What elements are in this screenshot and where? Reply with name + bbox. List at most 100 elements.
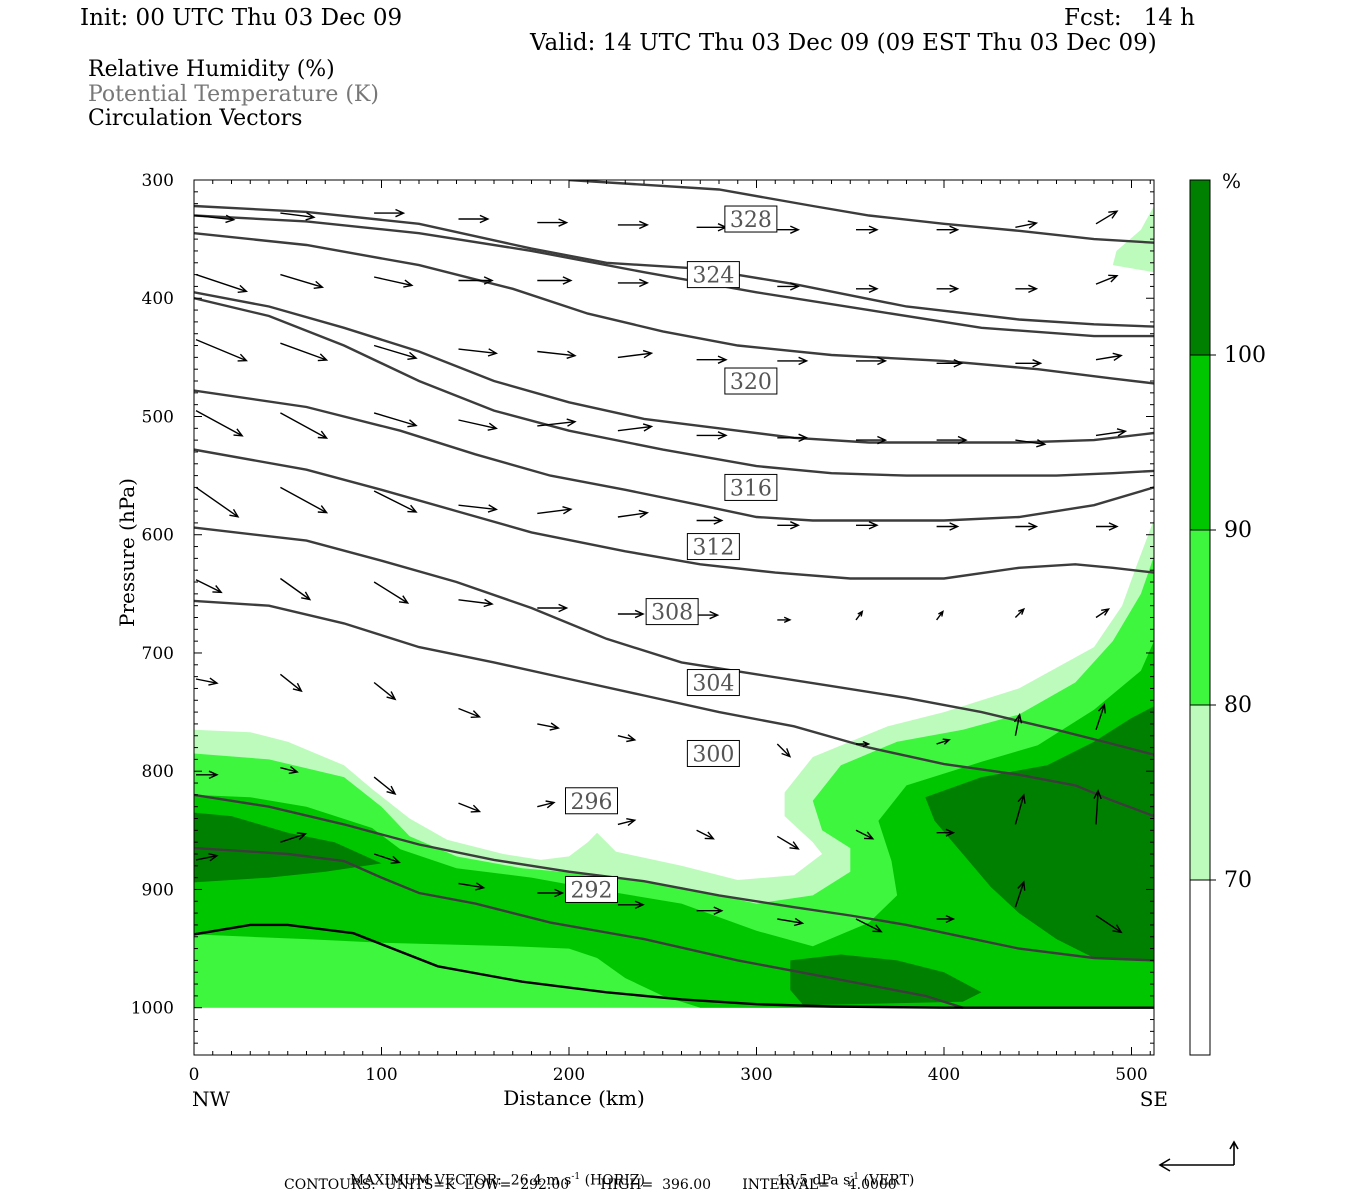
vector-arrow-path [617,278,650,288]
max-vector-text: MAXIMUM VECTOR: 26.4 m s-1 (HORIZ) [341,1159,645,1188]
vector-arrow-89 [617,818,637,827]
vector-arrow-path [537,603,569,613]
vector-arrow-4 [537,218,569,227]
rh-region-100-5 [925,706,1154,961]
y-tick-label-700: 700 [142,644,174,664]
valid-time: Valid: 14 UTC Thu 03 Dec 09 (09 EST Thu … [530,30,1157,56]
contour-label-box-304 [686,669,740,697]
colorbar-band-100 [1189,179,1211,356]
contour-label-box-324 [686,261,740,289]
vector-arrow-28 [537,350,577,359]
vector-arrow-47 [1095,428,1128,437]
theta-contour-320 [194,291,1154,444]
vector-arrow-path [856,225,879,234]
vector-arrow-path [617,609,645,619]
y-tick-label-1000: 1000 [131,999,174,1019]
rh-region-70-1 [1112,206,1154,273]
y-tick-label-500: 500 [142,407,174,427]
vector-arrow-path [1095,608,1111,619]
vector-arrow-path [458,276,494,285]
vector-arrow-24 [195,338,248,362]
vector-arrow-31 [777,356,809,366]
vector-arrow-path [1014,880,1026,908]
reference-horizontal-arrow [1158,1158,1234,1172]
colorbar-label-90: 90 [1224,518,1252,543]
vector-arrow-6 [696,223,728,232]
y-tick-label-400: 400 [142,289,174,309]
vector-arrow-99 [458,882,486,891]
vector-arrow-path [936,738,951,745]
vector-arrow-107 [1095,914,1123,934]
x-axis-label: Distance (km) [503,1086,645,1110]
terrain-line [194,923,1154,1009]
vector-arrow-59 [1096,522,1119,531]
vector-arrow-path [373,681,397,701]
vector-arrow-22 [1015,284,1039,294]
contour-label-320: 320 [730,370,772,395]
vector-layer [195,208,1128,934]
vector-arrow-path [696,610,720,620]
vector-arrow-103 [777,917,805,927]
theta-contour-312 [194,389,1154,522]
vector-arrow-82 [1013,713,1023,736]
vector-arrow-path [537,350,577,359]
vector-arrow-path [617,509,649,519]
vector-arrow-13 [280,273,325,289]
theta-contour-292 [194,846,964,1009]
vector-arrow-path [617,734,637,743]
field-theta: Potential Temperature (K) [88,82,379,107]
x-tick-label-400: 400 [928,1065,960,1085]
vector-arrow-62 [373,581,410,604]
vector-arrow-1 [280,212,316,221]
vector-arrow-30 [696,355,728,364]
vector-arrow-path [1015,284,1039,294]
vector-arrow-path [1096,522,1119,531]
vector-arrow-25 [280,342,329,362]
vector-arrow-2 [374,208,406,218]
vector-arrow-60 [195,579,223,594]
vector-arrow-path [195,338,248,362]
vector-arrow-path [458,882,486,891]
vector-arrow-74 [373,681,397,701]
vector-arrow-path [1015,359,1043,368]
horiz-exponent: -1 [571,1172,581,1182]
max-horiz-value: 26.4 m s [510,1172,572,1189]
vector-arrow-path [617,349,654,359]
vector-arrow-83 [1095,702,1106,731]
x-end-label: SE [1140,1087,1168,1111]
vector-arrow-path [696,829,715,840]
vector-arrow-57 [936,522,960,531]
vector-arrow-path [856,284,879,294]
vector-arrow-58 [1015,522,1039,531]
vector-arrow-path [537,888,565,898]
vector-arrow-path [855,918,883,933]
vector-arrow-101 [617,900,645,910]
rh-region-90-3 [194,641,1154,1008]
vector-arrow-52 [537,506,573,515]
vector-arrow-102 [696,906,724,915]
colorbar-label-70: 70 [1224,868,1252,893]
vector-arrow-105 [936,914,956,924]
vector-arrow-path [279,673,303,693]
vector-arrow-27 [458,348,498,357]
rh-region-100-6 [790,954,982,1006]
vector-arrow-91 [776,835,800,850]
vector-arrow-path [280,273,325,289]
vector-arrow-path [458,598,494,608]
vector-arrow-100 [537,888,565,898]
vector-arrow-path [537,418,577,427]
vector-arrow-66 [696,610,720,620]
vector-arrow-97 [280,832,308,843]
vector-arrow-path [936,522,960,531]
vector-arrow-96 [195,853,219,862]
vector-arrow-98 [373,853,401,864]
contour-label-box-296 [565,787,618,815]
vector-arrow-path [696,431,728,440]
vector-arrow-path [696,516,724,525]
vector-arrow-104 [855,918,883,933]
vector-arrow-path [856,435,888,445]
colorbar-band-60 [1189,879,1211,1056]
vector-arrow-path [373,490,418,513]
vector-arrow-32 [856,356,888,366]
